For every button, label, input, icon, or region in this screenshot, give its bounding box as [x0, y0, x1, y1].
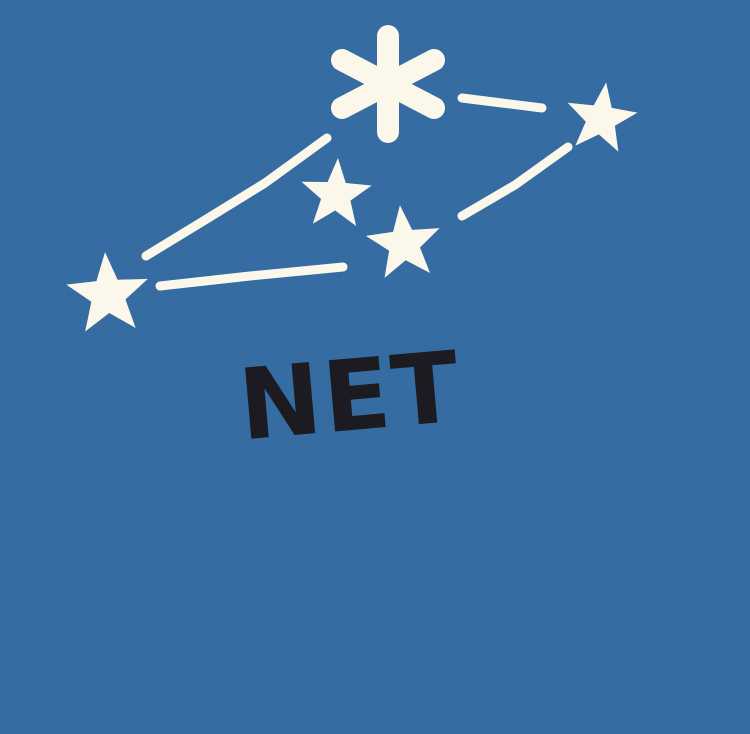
six-point-star-icon: [331, 25, 445, 143]
line-right-to-center: [457, 142, 573, 221]
line-left-to-top: [141, 133, 332, 261]
five-point-star-icon: [567, 82, 638, 152]
constellation-lines: [141, 93, 573, 291]
five-point-star-icon: [301, 158, 372, 226]
line-left-to-center: [155, 262, 348, 291]
five-point-star-icon: [365, 205, 440, 278]
constellation-stars: [66, 25, 638, 332]
line-top-to-right: [457, 93, 547, 113]
five-point-star-icon: [66, 252, 148, 332]
